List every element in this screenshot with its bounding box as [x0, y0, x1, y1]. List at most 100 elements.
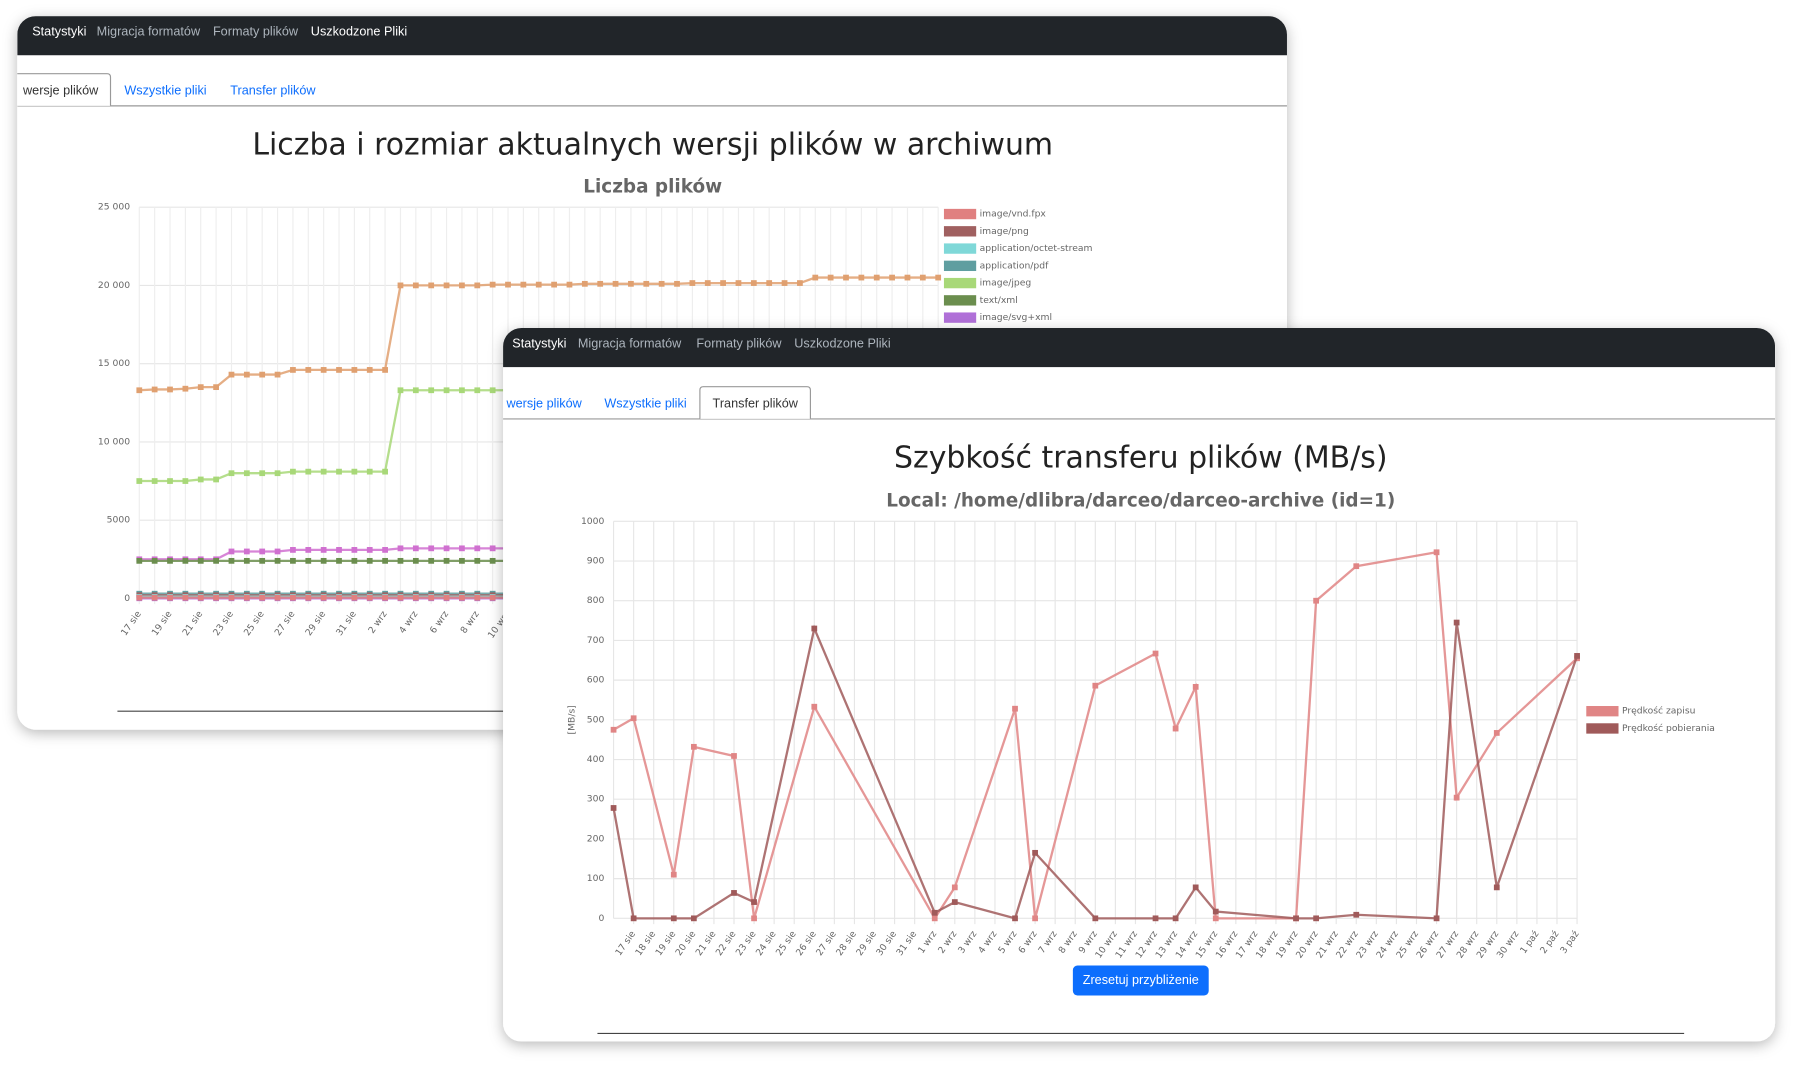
point — [489, 281, 496, 288]
point — [1493, 884, 1500, 891]
point — [474, 282, 481, 289]
active-tab — [699, 386, 811, 419]
nav-link[interactable]: Statystyki — [32, 25, 86, 39]
point — [320, 367, 327, 373]
point — [336, 367, 342, 373]
reset-zoom-label[interactable]: Zresetuj przybliżenie — [1083, 973, 1199, 987]
point — [1092, 682, 1099, 689]
point — [382, 594, 388, 601]
point — [751, 915, 757, 922]
point — [243, 470, 250, 477]
point — [366, 367, 373, 373]
point — [505, 281, 511, 288]
tab[interactable]: Wszystkie pliki — [124, 83, 206, 97]
tab[interactable]: Wszystkie pliki — [604, 396, 686, 410]
nav-link[interactable]: Uszkodzone Pliki — [311, 25, 407, 39]
legend-swatch — [1586, 723, 1619, 734]
point — [290, 367, 296, 373]
point — [320, 557, 327, 564]
point — [951, 899, 958, 905]
point — [811, 703, 818, 710]
point — [1152, 650, 1159, 657]
point — [243, 594, 250, 601]
y-tick-label: 10 000 — [98, 436, 130, 447]
point — [459, 282, 465, 289]
nav-link[interactable]: Statystyki — [512, 336, 566, 350]
point — [290, 594, 296, 601]
reset-zoom-button[interactable] — [1072, 965, 1209, 996]
point — [397, 387, 404, 394]
nav-link[interactable]: Migracja formatów — [97, 25, 201, 39]
point — [459, 594, 465, 601]
point — [243, 548, 250, 555]
point — [366, 594, 373, 601]
nav-link[interactable]: Formaty plików — [213, 25, 299, 39]
point — [213, 594, 219, 601]
point — [382, 557, 388, 564]
point — [290, 557, 296, 564]
nav-link[interactable]: Migracja formatów — [578, 336, 682, 350]
point — [428, 557, 435, 564]
point — [1453, 619, 1460, 626]
point — [1313, 597, 1319, 604]
point — [259, 548, 266, 555]
point — [397, 594, 404, 601]
y-tick-label: 600 — [587, 675, 605, 686]
point — [305, 468, 312, 475]
tab[interactable]: wersje plików — [22, 83, 99, 97]
legend-label: image/vnd.fpx — [980, 209, 1047, 220]
legend-swatch — [943, 277, 977, 289]
point — [1453, 794, 1460, 801]
legend-swatch — [943, 243, 977, 254]
page-heading: Szybkość transferu plików (MB/s) — [894, 441, 1388, 476]
point — [259, 470, 266, 477]
point — [351, 557, 358, 564]
point — [167, 478, 173, 484]
point — [136, 387, 143, 394]
point — [628, 280, 634, 287]
navbar — [17, 16, 1287, 56]
point — [474, 594, 481, 601]
point — [1192, 683, 1199, 690]
point — [551, 281, 557, 288]
legend-label: image/jpeg — [980, 278, 1032, 289]
point — [1012, 915, 1018, 922]
point — [412, 282, 419, 289]
point — [351, 468, 358, 475]
point — [1032, 849, 1038, 856]
legend-label: application/pdf — [980, 260, 1049, 271]
nav-link[interactable]: Formaty plików — [696, 336, 782, 350]
point — [1433, 915, 1440, 922]
point — [259, 557, 266, 564]
point — [151, 594, 158, 601]
point — [1212, 915, 1219, 922]
y-tick-label: 700 — [587, 635, 605, 646]
point — [443, 282, 450, 289]
point — [351, 547, 358, 553]
point — [459, 387, 465, 394]
point — [167, 386, 173, 393]
point — [336, 468, 342, 475]
point — [612, 280, 619, 287]
y-axis-label: [MB/s] — [567, 705, 578, 734]
nav-link[interactable]: Uszkodzone Pliki — [794, 336, 890, 350]
point — [320, 547, 327, 553]
point — [935, 274, 942, 281]
point — [228, 371, 235, 378]
point — [597, 280, 604, 287]
tab[interactable]: Transfer plików — [713, 396, 799, 410]
active-tab — [17, 73, 112, 106]
tab[interactable]: wersje plików — [506, 396, 583, 410]
point — [290, 468, 296, 475]
point — [919, 274, 926, 281]
point — [182, 557, 189, 564]
y-tick-label: 5000 — [107, 515, 131, 526]
tab[interactable]: Transfer plików — [230, 83, 316, 97]
legend-label: Prędkość zapisu — [1622, 706, 1695, 717]
point — [1172, 915, 1179, 922]
y-tick-label: 20 000 — [98, 280, 130, 291]
point — [167, 594, 173, 601]
point — [731, 753, 737, 759]
point — [428, 545, 435, 552]
